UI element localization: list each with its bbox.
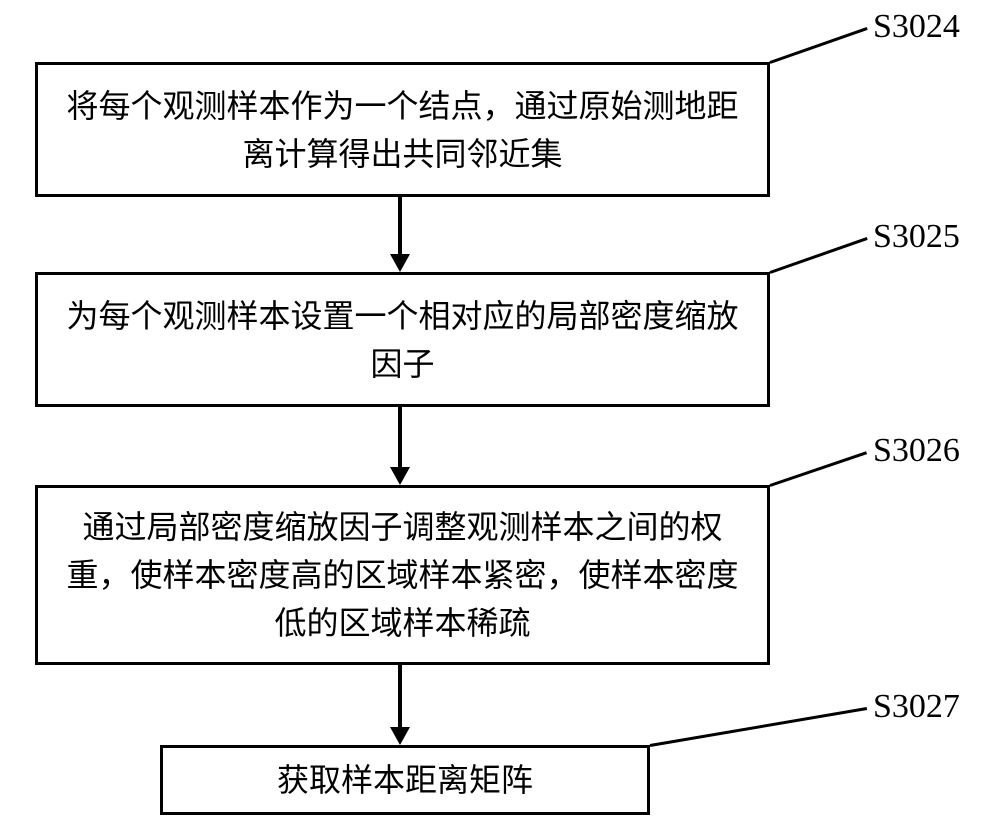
- flow-node-text: 通过局部密度缩放因子调整观测样本之间的权重，使样本密度高的区域样本紧密，使样本密…: [58, 503, 747, 647]
- arrow-line: [398, 665, 402, 727]
- arrow-head: [390, 254, 410, 272]
- step-label-n4: S3027: [873, 688, 960, 726]
- flow-node-n4: 获取样本距离矩阵: [160, 745, 650, 815]
- arrow-line: [398, 197, 402, 254]
- step-label-n1: S3024: [873, 8, 960, 46]
- flowchart-container: 将每个观测样本作为一个结点，通过原始测地距离计算得出共同邻近集 S3024 为每个观…: [0, 0, 1000, 837]
- leader-line: [770, 451, 868, 487]
- flow-node-text: 将每个观测样本作为一个结点，通过原始测地距离计算得出共同邻近集: [58, 82, 747, 178]
- step-label-n2: S3025: [873, 218, 960, 256]
- step-label-n3: S3026: [873, 432, 960, 470]
- flow-node-text: 获取样本距离矩阵: [277, 756, 533, 804]
- arrow-head: [390, 467, 410, 485]
- arrow-head: [390, 727, 410, 745]
- flow-node-n1: 将每个观测样本作为一个结点，通过原始测地距离计算得出共同邻近集: [35, 62, 770, 197]
- flow-node-n2: 为每个观测样本设置一个相对应的局部密度缩放因子: [35, 272, 770, 407]
- flow-node-text: 为每个观测样本设置一个相对应的局部密度缩放因子: [58, 292, 747, 388]
- leader-line: [770, 237, 868, 274]
- leader-line: [770, 27, 868, 64]
- leader-line: [650, 707, 867, 747]
- arrow-line: [398, 407, 402, 467]
- flow-node-n3: 通过局部密度缩放因子调整观测样本之间的权重，使样本密度高的区域样本紧密，使样本密…: [35, 485, 770, 665]
